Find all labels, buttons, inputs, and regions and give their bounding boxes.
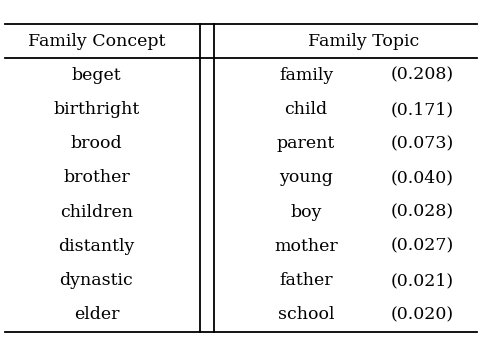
Text: child: child [284,101,328,118]
Text: dynastic: dynastic [59,272,134,289]
Text: (0.021): (0.021) [390,272,453,289]
Text: elder: elder [74,306,119,323]
Text: (0.171): (0.171) [390,101,453,118]
Text: young: young [279,169,333,186]
Text: (0.208): (0.208) [390,67,453,84]
Text: (0.073): (0.073) [390,135,454,152]
Text: family: family [279,67,333,84]
Text: brood: brood [70,135,122,152]
Text: distantly: distantly [58,238,134,255]
Text: mother: mother [274,238,338,255]
Text: (0.027): (0.027) [390,238,454,255]
Text: boy: boy [290,203,322,221]
Text: father: father [279,272,333,289]
Text: beget: beget [72,67,121,84]
Text: birthright: birthright [54,101,139,118]
Text: (0.040): (0.040) [390,169,453,186]
Text: children: children [60,203,133,221]
Text: parent: parent [277,135,335,152]
Text: (0.020): (0.020) [390,306,453,323]
Text: (0.028): (0.028) [390,203,453,221]
Text: school: school [278,306,335,323]
Text: brother: brother [63,169,130,186]
Text: Family Topic: Family Topic [308,32,419,50]
Text: Family Concept: Family Concept [27,32,165,50]
